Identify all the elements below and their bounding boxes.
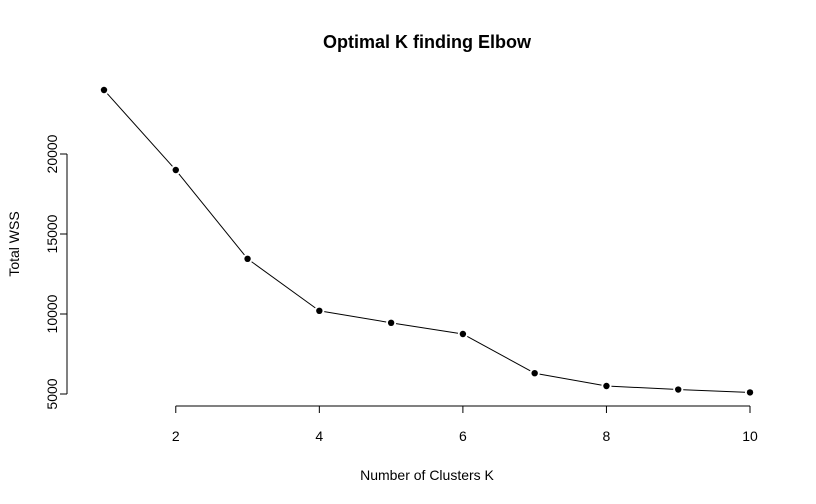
series-line-segment xyxy=(611,385,674,390)
y-tick-label: 15000 xyxy=(44,214,60,253)
y-axis: 5000 10000 15000 20000 xyxy=(44,134,68,410)
x-tick-label: 8 xyxy=(603,428,611,444)
data-point xyxy=(531,370,538,377)
series-line-segment xyxy=(683,389,746,393)
data-point xyxy=(603,382,610,390)
x-tick-label: 6 xyxy=(459,428,467,444)
y-axis-label: Total WSS xyxy=(6,211,22,276)
x-tick-label: 10 xyxy=(742,428,758,444)
x-tick-label: 4 xyxy=(315,428,323,444)
series-line-segment xyxy=(539,373,602,386)
series-line-segment xyxy=(251,261,316,309)
x-axis-label: Number of Clusters K xyxy=(360,467,494,483)
data-point xyxy=(675,386,682,393)
series-line-segment xyxy=(178,173,245,256)
x-tick-label: 2 xyxy=(172,428,180,444)
series-line-segment xyxy=(324,311,387,323)
data-point xyxy=(387,319,395,326)
y-tick-label: 20000 xyxy=(44,134,60,173)
y-tick-label: 5000 xyxy=(44,378,60,409)
series-line-segment xyxy=(106,93,173,167)
x-axis: 2 4 6 8 10 xyxy=(172,405,758,444)
data-point xyxy=(172,166,179,174)
data-point xyxy=(459,330,467,338)
data-point xyxy=(244,255,251,262)
data-point xyxy=(746,389,754,396)
series-line-group xyxy=(106,93,746,393)
y-tick-label: 10000 xyxy=(44,294,60,333)
series-points-group xyxy=(100,86,754,396)
chart-title: Optimal K finding Elbow xyxy=(323,32,532,52)
data-point xyxy=(100,86,108,94)
data-point xyxy=(316,307,323,314)
series-line-segment xyxy=(395,323,459,334)
series-line-segment xyxy=(467,335,531,372)
